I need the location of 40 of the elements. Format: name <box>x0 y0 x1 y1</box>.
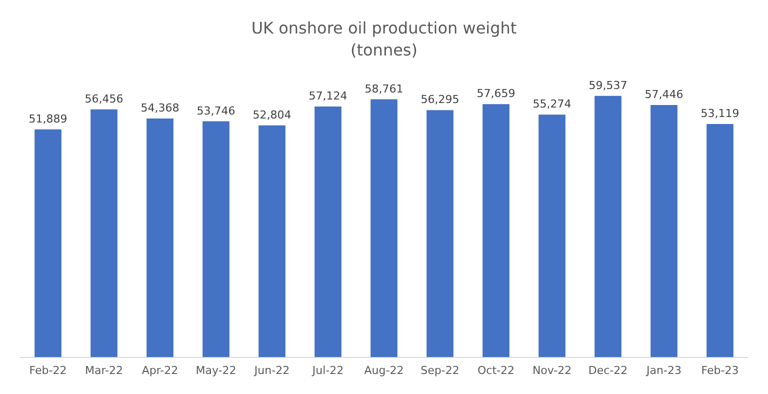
bar <box>538 114 566 357</box>
x-tick-label: Feb-22 <box>29 364 67 377</box>
bar <box>90 109 118 357</box>
x-tick-label: Nov-22 <box>532 364 572 377</box>
data-label: 51,889 <box>28 112 68 126</box>
x-tick-label: Dec-22 <box>588 364 628 377</box>
data-label: 56,295 <box>420 93 460 106</box>
bar <box>258 125 286 357</box>
x-tick-label: Feb-23 <box>701 364 739 377</box>
data-label: 57,124 <box>308 89 348 102</box>
bar <box>706 124 734 357</box>
bar <box>34 129 62 357</box>
x-tick-label: Apr-22 <box>142 364 178 377</box>
x-tick-label: Jan-23 <box>646 364 682 377</box>
data-label: 53,746 <box>196 104 236 118</box>
data-label: 57,446 <box>644 88 684 102</box>
data-label: 53,119 <box>700 107 740 120</box>
x-tick-label: Jun-22 <box>253 364 290 377</box>
bar <box>426 110 454 357</box>
bar <box>594 96 622 357</box>
x-tick-label: Jul-22 <box>311 364 344 377</box>
bar <box>482 104 510 357</box>
data-label: 59,537 <box>588 78 628 92</box>
data-label: 52,804 <box>252 108 292 122</box>
bar <box>202 121 230 357</box>
x-tick-label: Mar-22 <box>84 364 124 377</box>
x-tick-label: Aug-22 <box>364 364 404 377</box>
x-tick-label: May-22 <box>196 364 236 377</box>
x-tick-label: Sep-22 <box>420 364 460 377</box>
x-tick-label: Oct-22 <box>478 364 514 377</box>
bar <box>314 106 342 357</box>
data-label: 54,368 <box>140 102 180 115</box>
bar <box>650 105 678 357</box>
data-label: 55,274 <box>532 98 572 111</box>
data-label: 58,761 <box>364 82 404 96</box>
bar <box>370 99 398 357</box>
data-label: 57,659 <box>476 87 516 100</box>
data-label: 56,456 <box>84 92 124 106</box>
chart-title: UK onshore oil production weight (tonnes) <box>251 18 517 60</box>
bar <box>146 118 174 357</box>
